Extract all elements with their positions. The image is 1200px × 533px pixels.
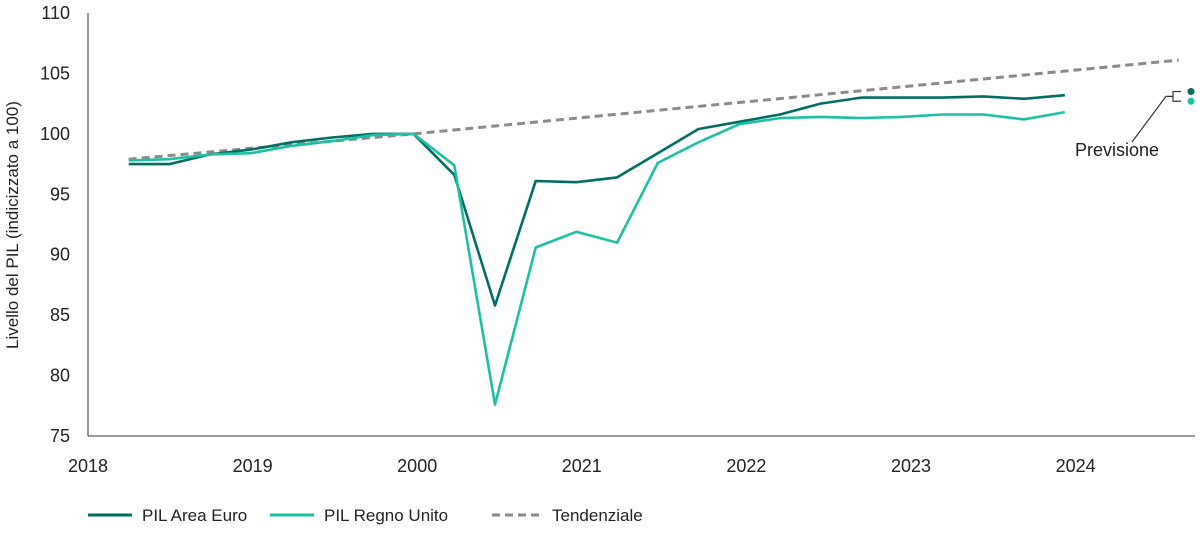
axes (87, 13, 1195, 437)
legend-label: PIL Area Euro (142, 506, 247, 525)
y-tick-labels: 110 105 100 95 90 85 80 75 (40, 3, 70, 446)
forecast-annotation-label: Previsione (1075, 140, 1159, 160)
x-tick-label: 2023 (891, 456, 931, 476)
legend-item-pil-area-euro: PIL Area Euro (88, 506, 247, 525)
y-axis-label: Livello del PIL (indicizzato a 100) (3, 101, 22, 349)
series-lines (128, 58, 1179, 406)
y-tick-label: 105 (40, 63, 70, 83)
y-tick-label: 75 (50, 426, 70, 446)
legend-item-tendenziale: Tendenziale (492, 506, 643, 525)
x-tick-label: 2021 (562, 456, 602, 476)
x-tick-label: 2000 (397, 456, 437, 476)
forecast-dot (1187, 88, 1195, 96)
legend-label: Tendenziale (552, 506, 643, 525)
forecast-bracket (1131, 90, 1181, 143)
y-tick-label: 80 (50, 366, 70, 386)
y-tick-label: 95 (50, 184, 70, 204)
series-line-pil-area-euro (128, 93, 1065, 307)
y-tick-label: 100 (40, 124, 70, 144)
series-line-pil-regno-unito (128, 110, 1066, 406)
legend: PIL Area Euro PIL Regno Unito Tendenziale (88, 506, 643, 525)
forecast-dot (1187, 97, 1195, 105)
x-tick-labels: 2018 2019 2000 2021 2022 2023 2024 (68, 456, 1096, 476)
x-tick-label: 2022 (726, 456, 766, 476)
y-tick-label: 90 (50, 245, 70, 265)
x-tick-label: 2019 (233, 456, 273, 476)
x-tick-label: 2018 (68, 456, 108, 476)
legend-label: PIL Regno Unito (324, 506, 448, 525)
y-tick-label: 110 (41, 3, 70, 23)
forecast-annotation: Previsione (1075, 88, 1195, 160)
y-tick-label: 85 (50, 305, 70, 325)
legend-item-pil-regno-unito: PIL Regno Unito (270, 506, 448, 525)
x-tick-label: 2024 (1056, 456, 1096, 476)
